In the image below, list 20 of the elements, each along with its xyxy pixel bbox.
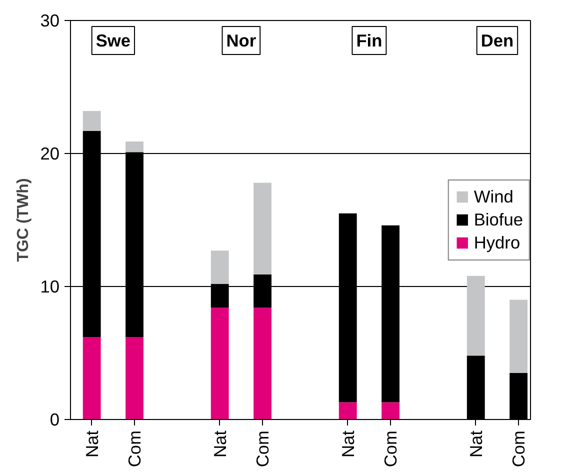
y-axis-title: TGC (TWh) [15, 178, 32, 262]
x-tick-label: Com [380, 430, 401, 468]
x-tick-label: Nat [466, 430, 486, 458]
annotation: Den [480, 30, 514, 50]
x-tick-label: Nat [82, 430, 102, 458]
x-tick-label: Com [124, 430, 145, 468]
annotation: Swe [96, 30, 131, 50]
y-tick-label: 10 [40, 276, 60, 296]
legend-label: Hydro [474, 232, 520, 253]
x-tick-label: Com [252, 430, 273, 468]
x-tick-label: Com [508, 430, 529, 468]
y-tick-label: 20 [40, 144, 60, 164]
legend-label: Wind [474, 186, 514, 207]
legend-label: Biofue [474, 209, 523, 230]
y-tick-label: 0 [50, 410, 60, 430]
x-tick-label: Nat [210, 430, 230, 458]
annotation: Nor [226, 30, 256, 50]
y-tick-label: 30 [40, 10, 60, 30]
annotation: Fin [356, 30, 382, 50]
x-tick-label: Nat [338, 430, 358, 458]
